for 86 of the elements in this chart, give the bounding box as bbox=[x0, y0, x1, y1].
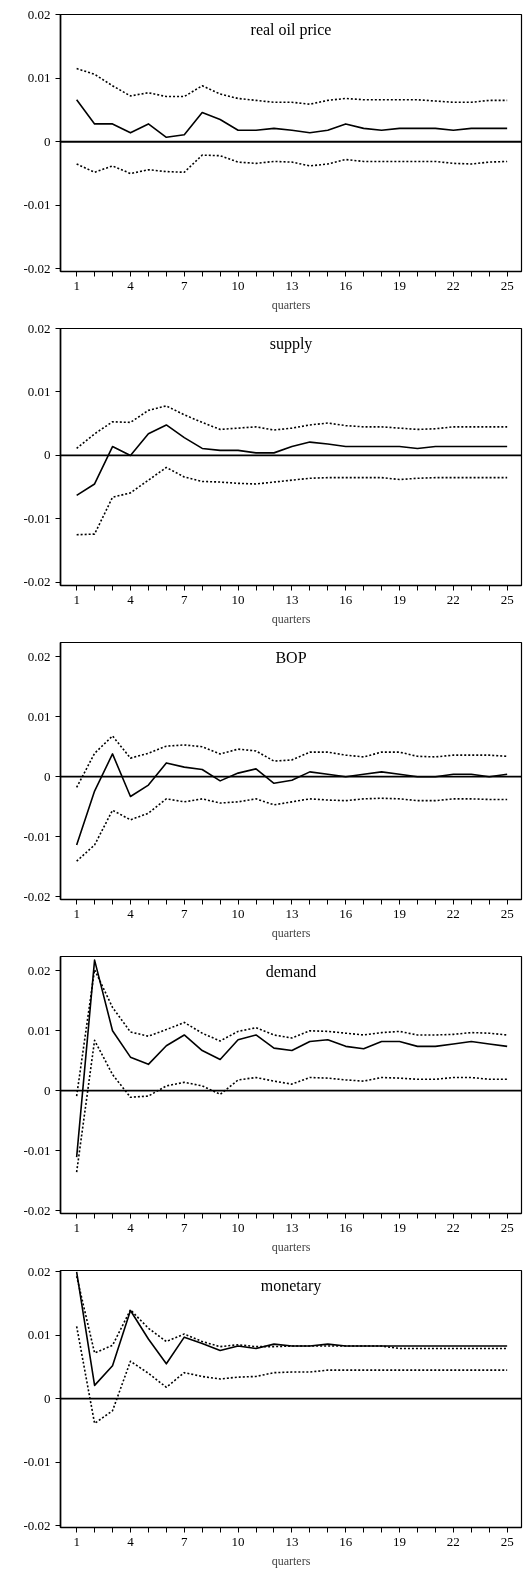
x-tick-label: 19 bbox=[393, 277, 407, 293]
x-tick-label: 19 bbox=[393, 1219, 407, 1235]
x-tick-label: 19 bbox=[393, 905, 407, 921]
y-tick-label: -0.01 bbox=[23, 1454, 51, 1470]
x-tick-label: 10 bbox=[231, 1533, 245, 1549]
x-tick-label: 1 bbox=[73, 1219, 80, 1235]
y-tick-label: 0.02 bbox=[27, 1263, 51, 1279]
x-tick-label: 16 bbox=[339, 1219, 353, 1235]
y-tick-label: 0.01 bbox=[27, 383, 51, 399]
y-tick-label: -0.01 bbox=[23, 510, 51, 526]
line-series bbox=[75, 98, 508, 139]
x-axis-title: quarters bbox=[271, 611, 311, 626]
x-axis-title: quarters bbox=[271, 1553, 311, 1568]
x-tick-label: 16 bbox=[339, 1533, 353, 1549]
x-tick-label: 4 bbox=[127, 277, 135, 293]
y-tick-label: 0 bbox=[44, 768, 51, 784]
line-series bbox=[75, 466, 508, 536]
x-tick-label: 7 bbox=[181, 1533, 189, 1549]
x-tick-label: 16 bbox=[339, 277, 353, 293]
x-tick-label: 4 bbox=[127, 1219, 135, 1235]
chart-title: BOP bbox=[275, 648, 307, 666]
line-series bbox=[75, 797, 508, 862]
chart-title: monetary bbox=[260, 1276, 322, 1295]
x-axis-title: quarters bbox=[271, 297, 311, 312]
y-tick-label: 0.02 bbox=[27, 962, 51, 978]
x-tick-label: 22 bbox=[446, 591, 460, 607]
y-tick-label: -0.01 bbox=[23, 828, 51, 844]
x-tick-label: 19 bbox=[393, 591, 407, 607]
x-tick-label: 22 bbox=[446, 905, 460, 921]
x-axis-title: quarters bbox=[271, 1239, 311, 1254]
x-tick-label: 1 bbox=[73, 277, 80, 293]
x-tick-label: 1 bbox=[73, 591, 80, 607]
y-tick-label: 0 bbox=[44, 1082, 51, 1098]
x-tick-label: 16 bbox=[339, 591, 353, 607]
x-tick-label: 7 bbox=[181, 277, 189, 293]
x-tick-label: 10 bbox=[231, 1219, 245, 1235]
line-series bbox=[75, 67, 508, 105]
chart-title: supply bbox=[269, 334, 313, 353]
x-tick-label: 22 bbox=[446, 1533, 460, 1549]
y-tick-label: -0.02 bbox=[23, 1202, 51, 1218]
y-tick-label: 0.01 bbox=[27, 708, 51, 724]
y-tick-label: 0.02 bbox=[27, 6, 51, 22]
y-tick-label: 0.02 bbox=[27, 320, 51, 336]
x-tick-label: 1 bbox=[73, 905, 80, 921]
x-tick-label: 1 bbox=[73, 1533, 80, 1549]
x-tick-label: 13 bbox=[285, 591, 299, 607]
x-tick-label: 19 bbox=[393, 1533, 407, 1549]
y-tick-label: 0.01 bbox=[27, 1022, 51, 1038]
x-axis-title: quarters bbox=[271, 925, 311, 940]
x-tick-label: 13 bbox=[285, 1219, 299, 1235]
y-tick-label: 0 bbox=[44, 1390, 51, 1406]
x-tick-label: 25 bbox=[500, 905, 514, 921]
y-tick-label: 0.02 bbox=[27, 648, 51, 664]
x-tick-label: 22 bbox=[446, 277, 460, 293]
y-tick-label: -0.02 bbox=[23, 888, 51, 904]
y-tick-label: -0.02 bbox=[23, 1517, 51, 1533]
y-tick-label: 0.01 bbox=[27, 70, 51, 86]
y-tick-label: 0 bbox=[44, 133, 51, 149]
x-tick-label: 10 bbox=[231, 277, 245, 293]
x-tick-label: 7 bbox=[181, 591, 189, 607]
y-tick-label: -0.01 bbox=[23, 1142, 51, 1158]
x-tick-label: 7 bbox=[181, 1219, 189, 1235]
x-tick-label: 25 bbox=[500, 1533, 514, 1549]
chart-title: real oil price bbox=[250, 20, 332, 39]
x-tick-label: 10 bbox=[231, 591, 245, 607]
y-tick-label: 0.01 bbox=[27, 1327, 51, 1343]
x-tick-label: 4 bbox=[127, 1533, 135, 1549]
y-tick-label: 0 bbox=[44, 447, 51, 463]
x-tick-label: 10 bbox=[231, 905, 245, 921]
x-tick-label: 4 bbox=[127, 905, 135, 921]
x-tick-label: 13 bbox=[285, 905, 299, 921]
x-tick-label: 25 bbox=[500, 277, 514, 293]
y-tick-label: -0.02 bbox=[23, 574, 51, 590]
y-tick-label: -0.01 bbox=[23, 197, 51, 213]
x-tick-label: 22 bbox=[446, 1219, 460, 1235]
x-tick-label: 13 bbox=[285, 1533, 299, 1549]
x-tick-label: 13 bbox=[285, 277, 299, 293]
line-series bbox=[75, 154, 508, 175]
x-tick-label: 7 bbox=[181, 905, 189, 921]
y-tick-label: -0.02 bbox=[23, 260, 51, 276]
x-tick-label: 25 bbox=[500, 1219, 514, 1235]
x-tick-label: 16 bbox=[339, 905, 353, 921]
line-series bbox=[75, 405, 508, 450]
x-tick-label: 4 bbox=[127, 591, 135, 607]
x-tick-label: 25 bbox=[500, 591, 514, 607]
chart-title: demand bbox=[265, 962, 317, 980]
